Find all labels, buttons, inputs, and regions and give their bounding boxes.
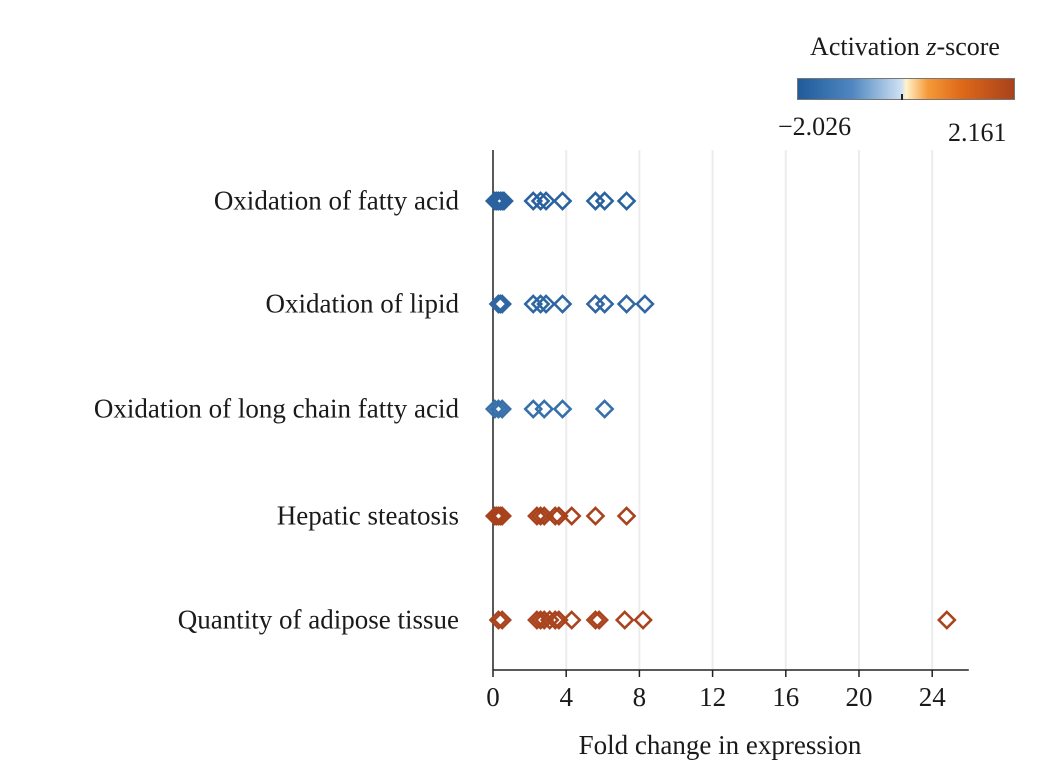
data-point-diamond — [494, 191, 514, 211]
data-point-diamond — [552, 399, 573, 419]
colorscale-midpoint-tick — [901, 94, 903, 100]
category-label: Quantity of adipose tissue — [177, 604, 459, 635]
data-point-diamond — [616, 506, 637, 526]
data-point-diamond — [616, 191, 637, 211]
data-point-diamond — [549, 506, 569, 526]
data-point-diamond — [523, 399, 544, 419]
data-point-diamond — [530, 191, 551, 211]
data-point-diamond — [492, 610, 512, 630]
data-point-diamond — [561, 506, 582, 526]
data-point-diamond — [484, 399, 505, 419]
colorscale-max-label: 2.161 — [948, 118, 1007, 147]
x-tick-label: 12 — [699, 682, 726, 712]
data-point-diamond — [552, 191, 573, 211]
data-point-diamond — [492, 294, 512, 314]
data-point-diamond — [549, 610, 569, 630]
x-tick-label: 0 — [486, 682, 500, 712]
data-point-diamond — [594, 399, 615, 419]
category-label: Oxidation of lipid — [265, 288, 459, 319]
data-point-diamond — [536, 191, 556, 211]
category-label: Oxidation of long chain fatty acid — [93, 393, 459, 424]
data-point-diamond — [530, 294, 551, 314]
data-point-diamond — [585, 506, 606, 526]
data-point-diamond — [589, 610, 609, 630]
category-label: Hepatic steatosis — [276, 500, 459, 531]
data-point-diamond — [561, 610, 582, 630]
colorscale-bar — [797, 78, 1015, 100]
x-tick-label: 16 — [772, 682, 799, 712]
data-point-diamond — [594, 294, 615, 314]
data-point-diamond — [585, 610, 606, 630]
data-point-diamond — [527, 610, 547, 630]
data-point-diamond — [616, 294, 637, 314]
data-point-diamond — [492, 399, 512, 419]
data-point-diamond — [488, 610, 509, 630]
data-point-diamond — [614, 610, 635, 630]
data-point-diamond — [633, 610, 653, 630]
data-point-diamond — [523, 294, 544, 314]
data-point-diamond — [552, 294, 573, 314]
category-label: Oxidation of fatty acid — [213, 185, 459, 216]
data-point-diamond — [594, 191, 615, 211]
data-point-diamond — [536, 294, 556, 314]
data-point-diamond — [523, 191, 544, 211]
legend-title: Activation z-score — [810, 32, 1000, 61]
x-tick-label: 8 — [633, 682, 647, 712]
data-point-diamond — [527, 506, 547, 526]
x-tick-label: 4 — [559, 682, 573, 712]
x-tick-label: 20 — [846, 682, 873, 712]
x-tick-label: 24 — [919, 682, 947, 712]
data-point-diamond — [488, 399, 509, 419]
data-point-diamond — [545, 610, 566, 630]
data-point-diamond — [937, 610, 957, 630]
data-point-diamond — [534, 399, 555, 419]
data-point-diamond — [530, 506, 551, 526]
data-point-diamond — [492, 506, 512, 526]
x-axis-title: Fold change in expression — [578, 730, 862, 760]
data-point-diamond — [635, 294, 655, 314]
data-point-diamond — [545, 506, 566, 526]
colorscale-min-label: −2.026 — [778, 112, 852, 141]
